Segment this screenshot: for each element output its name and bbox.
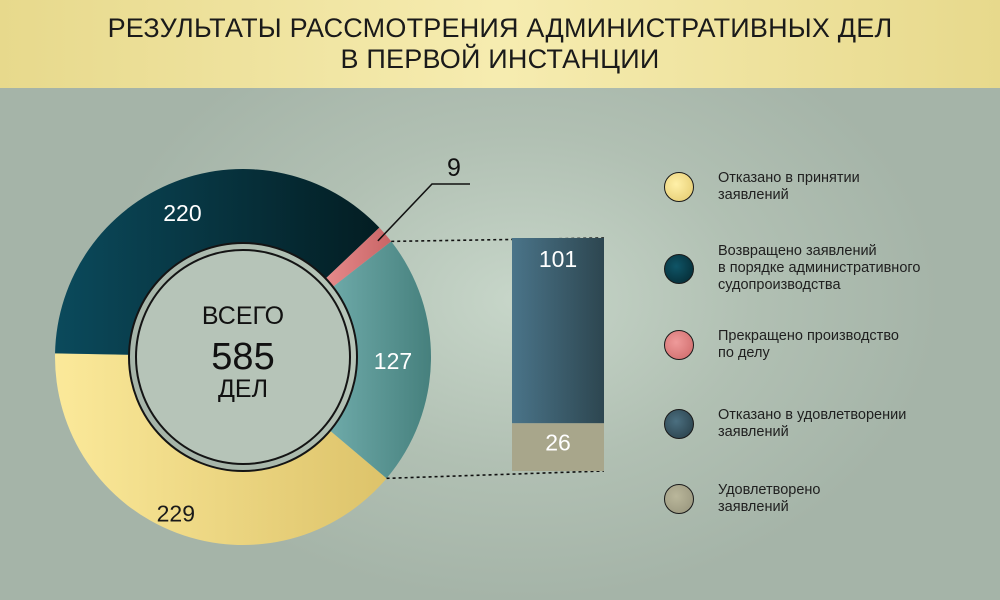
title-band: РЕЗУЛЬТАТЫ РАССМОТРЕНИЯ АДМИНИСТРАТИВНЫХ… [0,0,1000,88]
slice-value-label: 220 [163,200,201,226]
legend-swatch [664,172,694,202]
breakout-bar: 101 26 [512,238,604,471]
center-label-top: ВСЕГО [202,302,284,330]
donut-slice-considered [330,241,432,479]
breakout-connectors [386,237,605,480]
legend-swatch [664,253,694,284]
legend-label: Прекращено производство по делу [718,328,899,361]
legend-swatch [664,330,694,360]
bar-segment-satisfied [512,423,604,471]
legend-item-returned: Возвращено заявлений в порядке администр… [664,243,920,294]
donut-center-disc [135,249,351,465]
slice-value-label-small: 9 [447,154,461,182]
slice-leader-line [377,183,470,242]
legend-swatch [664,484,694,514]
legend-item-denied: Отказано в удовлетворении заявлений [664,407,906,441]
center-label-bottom: ДЕЛ [218,375,268,403]
legend-label: Отказано в принятии заявлений [718,170,860,203]
legend-item-terminated: Прекращено производство по делу [664,328,899,362]
bar-segment-denied [512,238,604,424]
legend-item-satisfied: Удовлетворено заявлений [664,482,820,516]
bar-segment-value-label: 26 [545,429,571,455]
bar-segment-value-label: 101 [539,246,577,272]
chart-title-line-1: РЕЗУЛЬТАТЫ РАССМОТРЕНИЯ АДМИНИСТРАТИВНЫХ… [107,13,893,43]
connector-bottom [386,470,605,480]
slice-value-label: 229 [157,501,195,527]
donut-inner-ring [128,242,358,472]
legend-label: Отказано в удовлетворении заявлений [718,407,907,440]
center-total: 585 [211,336,274,378]
legend-item-rejected-acceptance: Отказано в принятии заявлений [664,170,860,204]
donut-slice-terminated [325,227,392,287]
chart-title-line-2: В ПЕРВОЙ ИНСТАНЦИИ [340,44,660,74]
legend-swatch [664,409,694,439]
slice-value-label: 127 [374,348,412,374]
donut-slice-returned [55,169,380,355]
legend-label: Возвращено заявлений в порядке администр… [718,243,921,293]
legend-label: Удовлетворено заявлений [718,482,821,515]
